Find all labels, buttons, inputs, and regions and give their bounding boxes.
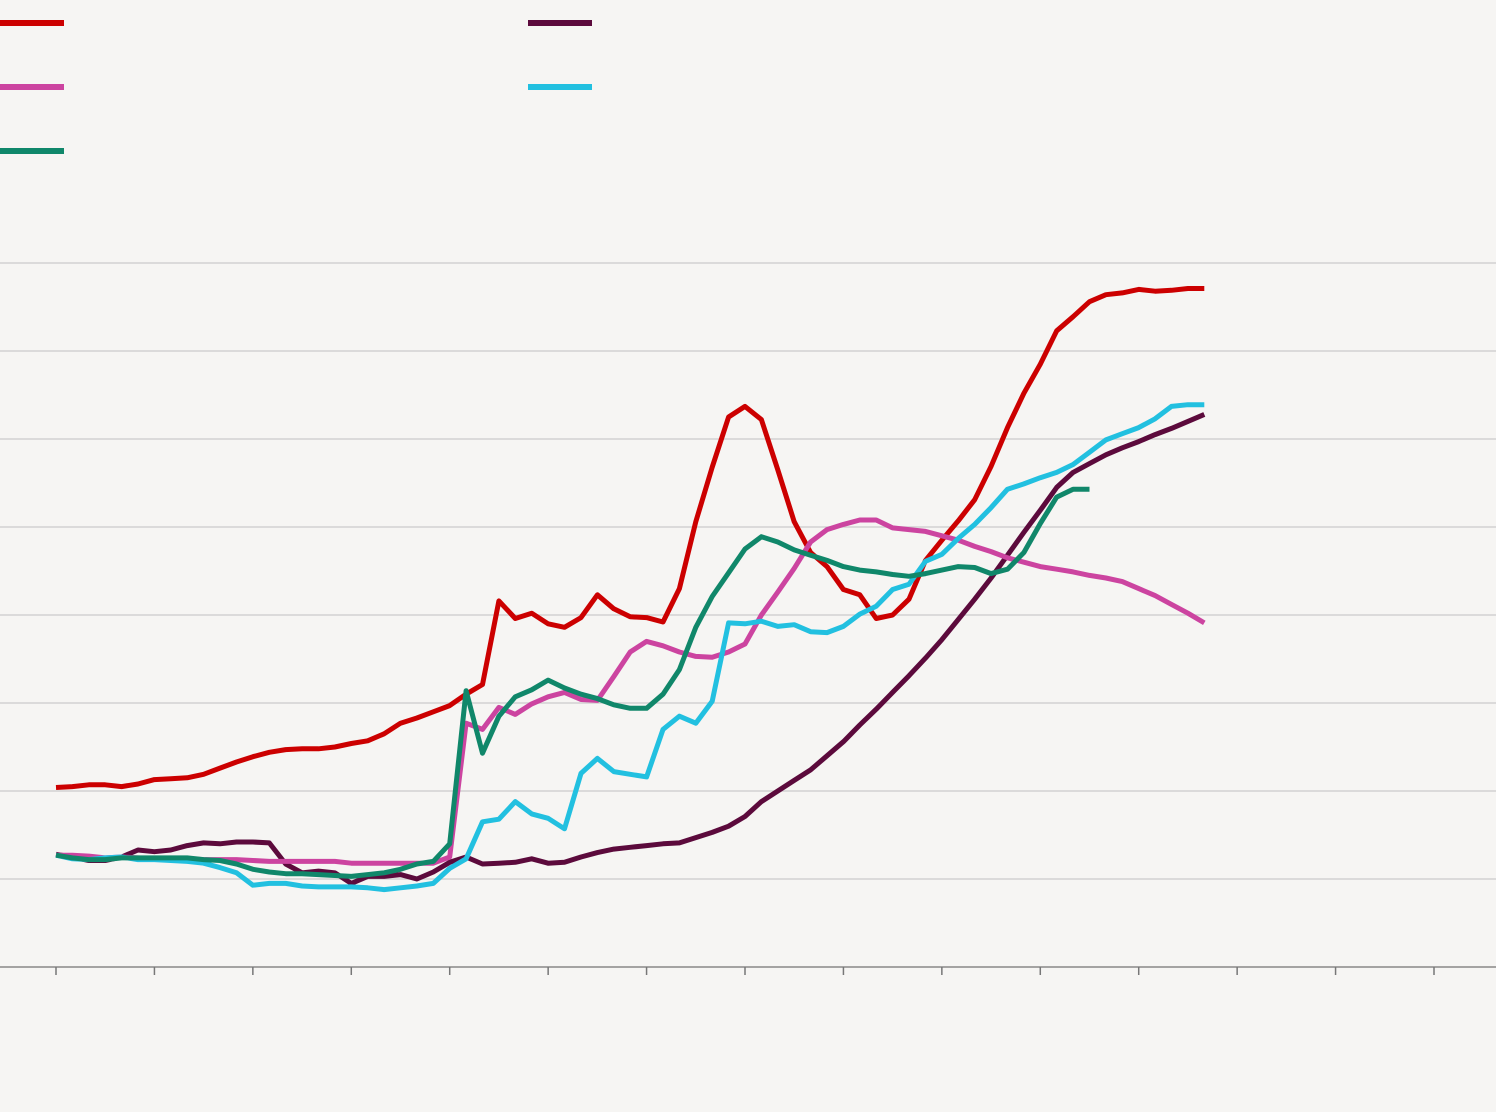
legend (0, 20, 592, 154)
series-line-cyan (55, 402, 1205, 893)
series-line-purple (55, 412, 1206, 886)
series-line-green (55, 486, 1090, 879)
gridlines (0, 262, 1496, 880)
series-lines (55, 286, 1206, 893)
series-line-pink (56, 517, 1206, 866)
series-line-red (55, 286, 1205, 790)
x-axis (0, 966, 1496, 975)
